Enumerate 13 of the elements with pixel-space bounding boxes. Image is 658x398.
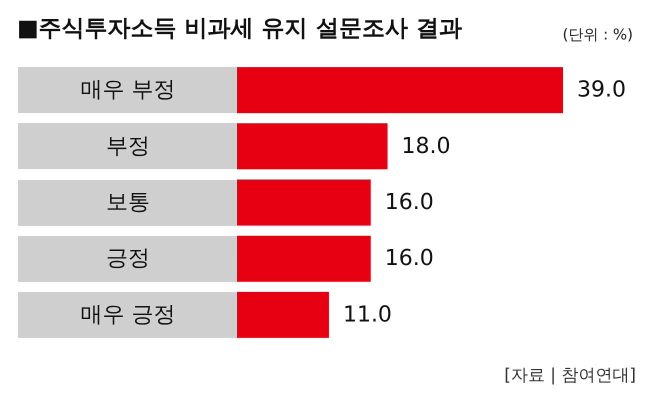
y-tick-label: 보통 xyxy=(106,190,150,215)
chart-title: ■주식투자소득 비과세 유지 설문조사 결과 xyxy=(17,16,462,42)
text: [자료 | 참여연대] xyxy=(504,366,636,386)
data-label: 11.0 xyxy=(342,302,392,328)
y-tick-label: 긍정 xyxy=(106,246,150,272)
y-tick-label: 매우 긍정 xyxy=(80,302,176,328)
data-label: 18.0 xyxy=(401,134,450,159)
y-tick-label: 매우 부정 xyxy=(80,78,176,103)
y-tick-label: 부정 xyxy=(106,134,150,159)
data-label: 16.0 xyxy=(384,190,434,215)
data-label: 39.0 xyxy=(577,78,626,103)
text: (단위 : %) xyxy=(562,26,633,44)
data-label: 16.0 xyxy=(384,246,434,272)
